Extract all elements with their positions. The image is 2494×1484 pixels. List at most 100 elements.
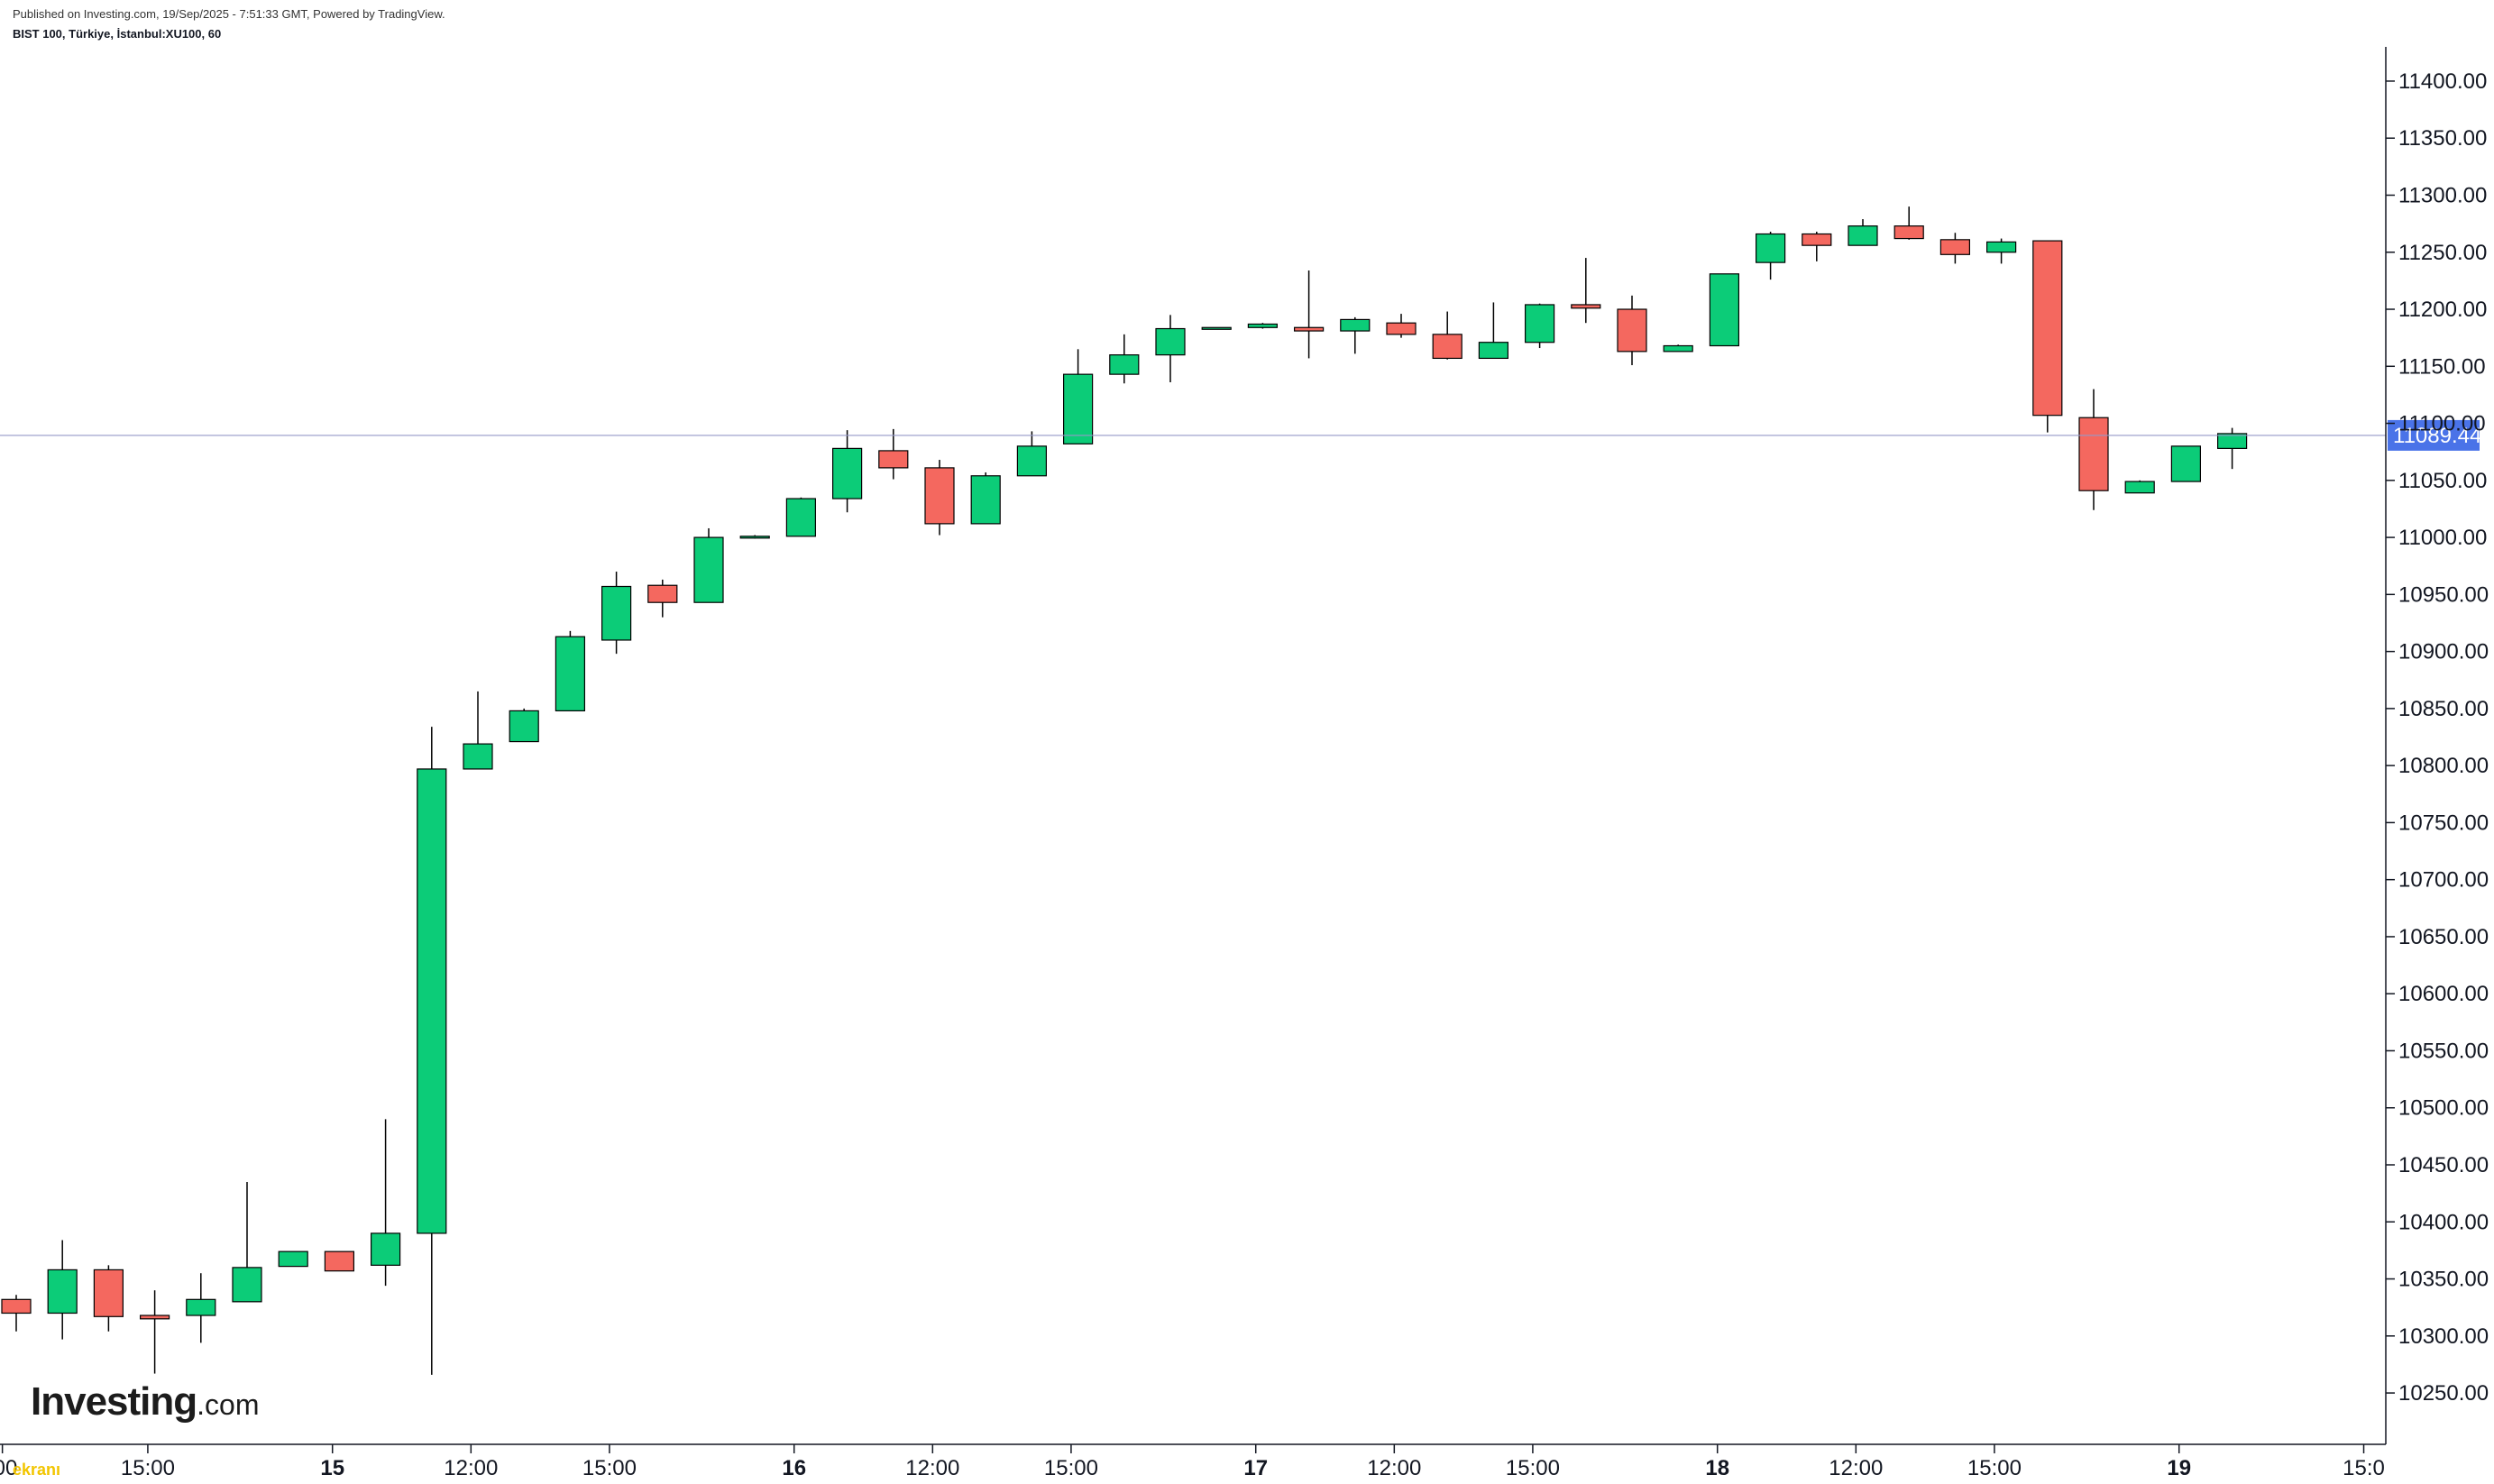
candle-body xyxy=(1663,344,1693,353)
candle-body xyxy=(1755,233,1786,263)
y-tick-label: 11400.00 xyxy=(2398,69,2487,94)
candle-body xyxy=(1571,304,1601,309)
candle xyxy=(831,430,863,513)
candle-body xyxy=(1201,326,1232,330)
y-tick-label: 10500.00 xyxy=(2398,1096,2489,1121)
candle xyxy=(2217,427,2248,470)
candle-body xyxy=(93,1269,124,1317)
y-tick-label: 10650.00 xyxy=(2398,925,2489,949)
candle-body xyxy=(1709,273,1740,347)
candle xyxy=(1893,206,1924,240)
candle xyxy=(1,1295,32,1332)
candle-body xyxy=(371,1232,401,1266)
logo-tld: .com xyxy=(197,1388,260,1421)
candle xyxy=(693,527,724,603)
watermark: ekranı xyxy=(13,1461,61,1479)
last-price-label-bg xyxy=(2388,419,2480,451)
candle-body xyxy=(1478,342,1509,360)
y-tick-label: 10850.00 xyxy=(2398,697,2489,721)
y-tick-label: 11250.00 xyxy=(2398,241,2487,265)
candle-body xyxy=(1386,322,1417,335)
candle xyxy=(1478,302,1509,360)
candle xyxy=(140,1290,170,1374)
x-tick-label: 15 xyxy=(320,1456,344,1480)
candle xyxy=(47,1240,78,1340)
candle xyxy=(2078,389,2109,510)
candle xyxy=(1663,344,1693,353)
candle-body xyxy=(324,1250,354,1272)
candle-body xyxy=(1293,326,1325,332)
candle xyxy=(1109,334,1140,384)
x-tick-label: 15:00 xyxy=(1506,1456,1560,1480)
candle-body xyxy=(924,467,955,525)
y-tick-label: 11350.00 xyxy=(2398,126,2487,151)
y-tick-label: 11100.00 xyxy=(2398,412,2486,436)
candle-body xyxy=(1893,225,1924,240)
y-tick-label: 10350.00 xyxy=(2398,1268,2489,1292)
candle-body xyxy=(1062,373,1094,444)
symbol-title: BIST 100, Türkiye, İstanbul:XU100, 60 xyxy=(13,27,222,41)
x-tick-label: 19 xyxy=(2167,1456,2191,1480)
candle-body xyxy=(1986,241,2017,253)
candle xyxy=(601,572,632,655)
y-tick-label: 10950.00 xyxy=(2398,582,2489,607)
candle-body xyxy=(831,447,863,499)
published-note: Published on Investing.com, 19/Sep/2025 … xyxy=(13,7,445,21)
candle-body xyxy=(463,743,493,770)
candle xyxy=(1848,219,1878,246)
logo-brand: Investing xyxy=(31,1379,197,1424)
y-tick-label: 10400.00 xyxy=(2398,1210,2489,1234)
candle xyxy=(1571,258,1601,324)
candle-body xyxy=(693,536,724,603)
y-tick-label: 10700.00 xyxy=(2398,868,2489,893)
y-tick-label: 10300.00 xyxy=(2398,1324,2489,1349)
x-tick-label: 15:00 xyxy=(582,1456,637,1480)
candle-body xyxy=(1939,239,1970,255)
candle-body xyxy=(2078,417,2109,491)
candle xyxy=(1939,233,1970,264)
y-tick-label: 11000.00 xyxy=(2398,526,2487,550)
candle xyxy=(555,630,586,712)
x-tick-label: 17 xyxy=(1243,1456,1268,1480)
y-tick-label: 10750.00 xyxy=(2398,811,2489,835)
x-tick-label: 16 xyxy=(782,1456,806,1480)
y-tick-label: 10600.00 xyxy=(2398,982,2489,1006)
x-tick-label: 15:00 xyxy=(121,1456,175,1480)
y-tick-label: 11300.00 xyxy=(2398,183,2487,207)
candle-body xyxy=(1617,308,1647,353)
candle-body xyxy=(1524,304,1555,344)
candle-body xyxy=(186,1298,216,1316)
candle-body xyxy=(1802,233,1832,246)
candle-body xyxy=(601,585,632,641)
candle-body xyxy=(417,768,447,1234)
y-tick-label: 10800.00 xyxy=(2398,754,2489,778)
candle xyxy=(970,472,1001,525)
candle-body xyxy=(739,536,770,539)
candle-body xyxy=(2170,445,2201,482)
candle xyxy=(1802,231,1832,261)
candle xyxy=(785,497,817,537)
last-price-label: 11089.44 xyxy=(2393,424,2481,448)
candle-body xyxy=(785,498,817,537)
candle xyxy=(2032,240,2063,433)
candle xyxy=(278,1250,308,1268)
x-tick-label: 12:00 xyxy=(1367,1456,1421,1480)
x-axis: :00 15:00 15 12:00 15:00 16 12:00 15:00 17 12:00 1… xyxy=(0,1444,2385,1480)
y-tick-label: 10450.00 xyxy=(2398,1153,2489,1177)
candle xyxy=(1524,303,1555,349)
candle xyxy=(463,691,493,770)
x-tick-label: 15:00 xyxy=(1967,1456,2022,1480)
candle-body xyxy=(555,636,586,712)
x-tick-label: 12:00 xyxy=(905,1456,959,1480)
candle xyxy=(1432,311,1462,360)
candle xyxy=(186,1273,216,1343)
candle xyxy=(739,535,770,539)
y-tick-label: 10550.00 xyxy=(2398,1039,2489,1063)
candle xyxy=(93,1265,124,1332)
candle-body xyxy=(1247,323,1279,328)
y-tick-label: 10900.00 xyxy=(2398,640,2489,664)
candle xyxy=(371,1119,401,1287)
candle xyxy=(2170,445,2201,482)
candle xyxy=(1340,316,1371,354)
